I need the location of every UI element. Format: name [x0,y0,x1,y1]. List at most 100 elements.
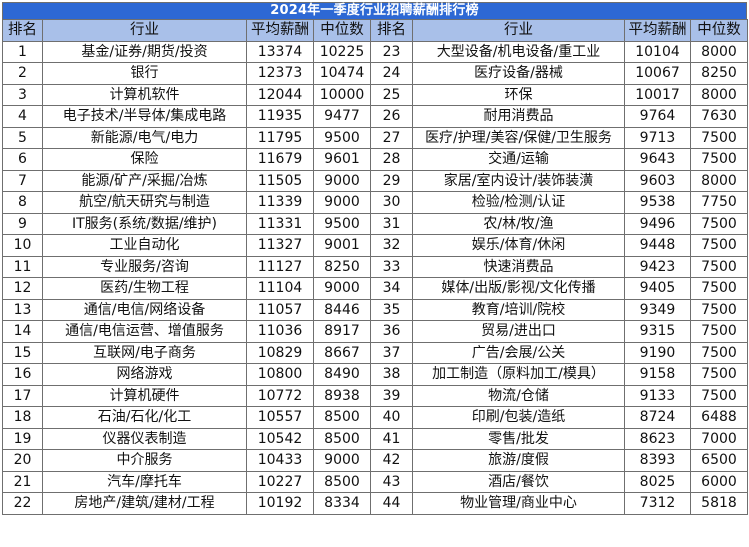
cell-rank-left: 17 [2,384,43,407]
cell-avg-salary-left: 11339 [246,191,314,214]
cell-industry-right: 交通/运输 [412,148,625,171]
table-row: 14 通信/电信运营、增值服务 11036 8917 36 贸易/进出口 9315 7500 [2,320,748,343]
table-row: 21 汽车/摩托车 10227 8500 43 酒店/餐饮 8025 6000 [2,470,748,493]
cell-rank-left: 14 [2,320,43,343]
cell-rank-right: 33 [370,255,413,278]
cell-industry-right: 医疗/护理/美容/保健/卫生服务 [412,126,625,149]
cell-industry-left: 新能源/电气/电力 [42,126,247,149]
header-median-right: 中位数 [690,19,748,42]
table-row: 17 计算机硬件 10772 8938 39 物流/仓储 9133 7500 [2,384,748,407]
cell-avg-salary-right: 9496 [624,212,691,235]
table-row: 13 通信/电信/网络设备 11057 8446 35 教育/培训/院校 9349 7500 [2,298,748,321]
cell-median-right: 7500 [690,277,748,300]
cell-rank-left: 9 [2,212,43,235]
header-avg-salary-right: 平均薪酬 [624,19,691,42]
cell-industry-left: 通信/电信运营、增值服务 [42,320,247,343]
cell-industry-left: 医药/生物工程 [42,277,247,300]
cell-industry-left: 汽车/摩托车 [42,470,247,493]
cell-rank-left: 15 [2,341,43,364]
cell-industry-left: 保险 [42,148,247,171]
cell-rank-left: 4 [2,105,43,128]
table-row: 6 保险 11679 9601 28 交通/运输 9643 7500 [2,148,748,171]
cell-avg-salary-right: 9190 [624,341,691,364]
cell-industry-left: 石油/石化/化工 [42,406,247,429]
cell-rank-right: 28 [370,148,413,171]
cell-avg-salary-right: 9133 [624,384,691,407]
cell-industry-left: 网络游戏 [42,363,247,386]
cell-rank-left: 12 [2,277,43,300]
table-row: 10 工业自动化 11327 9001 32 娱乐/体育/休闲 9448 7500 [2,234,748,257]
cell-median-right: 7500 [690,320,748,343]
table-row: 15 互联网/电子商务 10829 8667 37 广告/会展/公关 9190 7500 [2,341,748,364]
cell-rank-right: 38 [370,363,413,386]
cell-rank-right: 40 [370,406,413,429]
cell-industry-right: 零售/批发 [412,427,625,450]
cell-avg-salary-left: 11935 [246,105,314,128]
header-median-left: 中位数 [313,19,371,42]
cell-rank-left: 7 [2,169,43,192]
cell-industry-right: 检验/检测/认证 [412,191,625,214]
cell-rank-left: 20 [2,449,43,472]
table-row: 3 计算机软件 12044 10000 25 环保 10017 8000 [2,83,748,106]
cell-rank-left: 1 [2,40,43,63]
cell-industry-right: 大型设备/机电设备/重工业 [412,40,625,63]
cell-avg-salary-left: 10227 [246,470,314,493]
cell-rank-right: 30 [370,191,413,214]
cell-industry-right: 旅游/度假 [412,449,625,472]
cell-industry-left: 计算机软件 [42,83,247,106]
cell-industry-right: 物业管理/商业中心 [412,492,625,515]
cell-rank-right: 44 [370,492,413,515]
cell-avg-salary-left: 11505 [246,169,314,192]
cell-avg-salary-left: 10829 [246,341,314,364]
cell-industry-right: 家居/室内设计/装饰装潢 [412,169,625,192]
cell-rank-right: 25 [370,83,413,106]
cell-avg-salary-left: 11127 [246,255,314,278]
cell-industry-left: 银行 [42,62,247,85]
cell-rank-right: 26 [370,105,413,128]
table-row: 19 仪器仪表制造 10542 8500 41 零售/批发 8623 7000 [2,427,748,450]
cell-rank-left: 13 [2,298,43,321]
cell-median-left: 9500 [313,212,371,235]
cell-median-right: 7750 [690,191,748,214]
cell-avg-salary-right: 8724 [624,406,691,429]
cell-median-right: 7500 [690,384,748,407]
cell-industry-left: 基金/证券/期货/投资 [42,40,247,63]
cell-avg-salary-left: 13374 [246,40,314,63]
cell-avg-salary-left: 11331 [246,212,314,235]
cell-rank-right: 34 [370,277,413,300]
cell-rank-right: 31 [370,212,413,235]
cell-median-left: 8500 [313,406,371,429]
cell-rank-right: 41 [370,427,413,450]
table-row: 5 新能源/电气/电力 11795 9500 27 医疗/护理/美容/保健/卫生服务 971… [2,126,748,149]
cell-avg-salary-left: 10772 [246,384,314,407]
cell-avg-salary-left: 10800 [246,363,314,386]
cell-rank-left: 11 [2,255,43,278]
table-body: 1 基金/证券/期货/投资 13374 10225 23 大型设备/机电设备/重工业 101… [2,40,748,515]
header-rank-left: 排名 [2,19,43,42]
cell-industry-right: 酒店/餐饮 [412,470,625,493]
cell-industry-left: 仪器仪表制造 [42,427,247,450]
cell-median-left: 10474 [313,62,371,85]
cell-industry-left: 工业自动化 [42,234,247,257]
cell-median-left: 8500 [313,470,371,493]
table-row: 11 专业服务/咨询 11127 8250 33 快速消费品 9423 7500 [2,255,748,278]
cell-industry-left: 能源/矿产/采掘/冶炼 [42,169,247,192]
cell-median-right: 7500 [690,363,748,386]
header-industry-right: 行业 [412,19,625,42]
cell-rank-right: 37 [370,341,413,364]
cell-rank-right: 27 [370,126,413,149]
table-row: 9 IT服务(系统/数据/维护) 11331 9500 31 农/林/牧/渔 9496 750… [2,212,748,235]
table-row: 1 基金/证券/期货/投资 13374 10225 23 大型设备/机电设备/重工业 101… [2,40,748,63]
cell-avg-salary-right: 10067 [624,62,691,85]
cell-median-left: 8917 [313,320,371,343]
cell-median-right: 8250 [690,62,748,85]
cell-median-right: 8000 [690,169,748,192]
cell-industry-right: 广告/会展/公关 [412,341,625,364]
cell-avg-salary-right: 9713 [624,126,691,149]
cell-rank-left: 5 [2,126,43,149]
header-avg-salary-left: 平均薪酬 [246,19,314,42]
cell-median-left: 9001 [313,234,371,257]
cell-industry-left: 计算机硬件 [42,384,247,407]
cell-industry-right: 农/林/牧/渔 [412,212,625,235]
cell-avg-salary-right: 8393 [624,449,691,472]
